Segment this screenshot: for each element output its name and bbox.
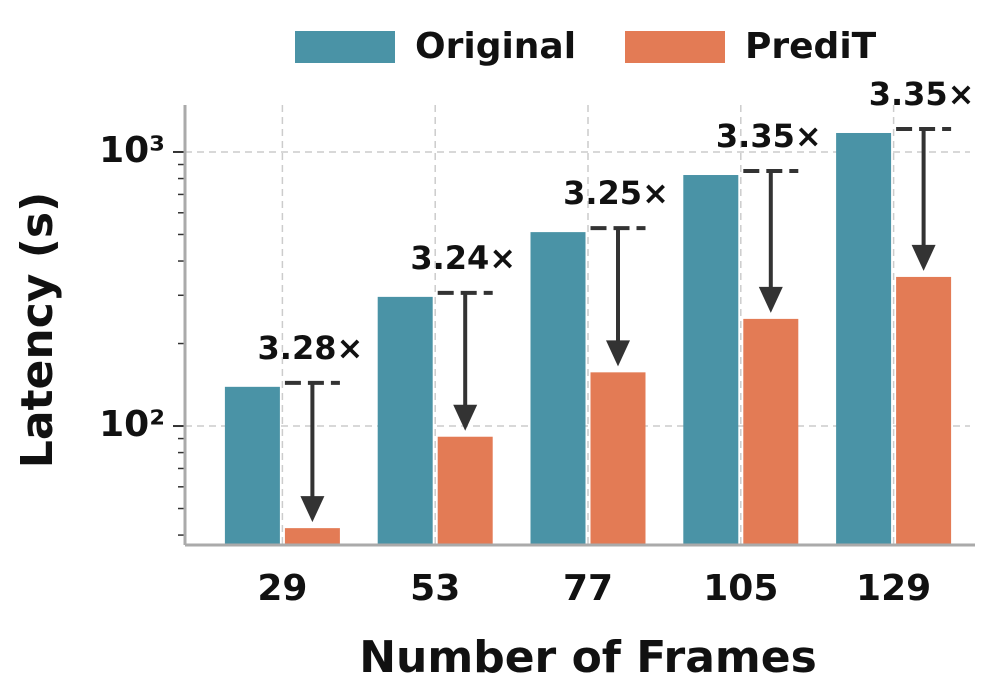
bar (590, 372, 646, 545)
annotation: 3.35× (716, 117, 822, 155)
bar (377, 296, 433, 545)
arrow-head (453, 404, 478, 431)
arrow-head (911, 244, 936, 271)
bar (683, 175, 739, 545)
bar (530, 232, 586, 545)
x-tick-label: 77 (563, 568, 613, 609)
bar (896, 276, 952, 545)
legend-label: PrediT (745, 26, 877, 67)
x-tick-label: 53 (410, 568, 460, 609)
annotation: 3.24× (410, 239, 516, 277)
arrow-head (606, 340, 630, 367)
bar (224, 386, 280, 545)
bar (836, 132, 892, 545)
x-tick-label: 129 (856, 568, 931, 609)
y-tick-label: 10² (99, 404, 165, 445)
legend-label: Original (415, 26, 576, 67)
arrow-head (758, 286, 783, 313)
x-axis-title: Number of Frames (359, 632, 817, 683)
y-tick-label: 10³ (99, 130, 165, 171)
annotation: 3.25× (563, 174, 669, 212)
x-tick-label: 29 (257, 568, 307, 609)
legend-swatch (625, 31, 725, 63)
legend-swatch (295, 31, 395, 63)
annotation: 3.35× (869, 75, 975, 113)
annotation: 3.28× (258, 329, 364, 367)
y-axis-title: Latency (s) (12, 192, 63, 468)
x-tick-label: 105 (703, 568, 778, 609)
bar (284, 528, 340, 545)
bar (437, 436, 493, 545)
arrow-head (300, 496, 325, 523)
bar (743, 318, 799, 545)
